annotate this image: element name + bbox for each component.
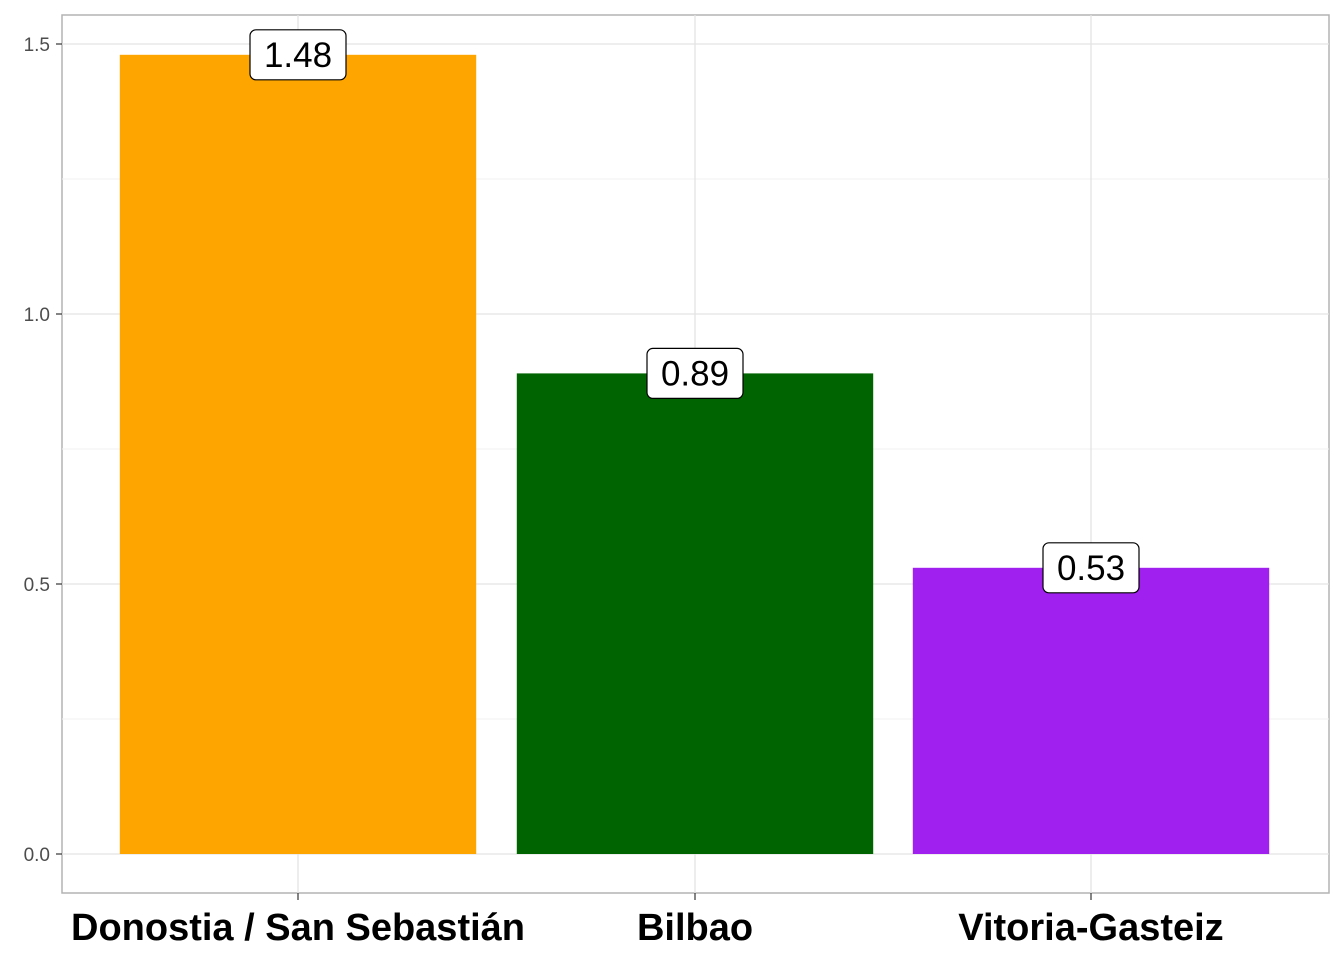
data-labels: 1.48 0.89 0.53 — [249, 29, 1140, 594]
data-label-1: 1.48 — [249, 29, 347, 81]
data-label-3: 0.53 — [1042, 542, 1140, 594]
data-label-box — [646, 347, 744, 399]
data-label-text: 0.89 — [661, 354, 729, 393]
data-label-box — [1042, 542, 1140, 594]
bar-1 — [119, 54, 477, 855]
bar-2 — [516, 373, 874, 854]
axes: 0.0 0.5 1.0 1.5 Donostia / San Sebastián Bilb… — [24, 35, 1224, 949]
x-tick-label: Vitoria-Gasteiz — [958, 907, 1223, 949]
data-label-text: 0.53 — [1057, 549, 1125, 588]
bar-3 — [912, 567, 1270, 854]
x-tick-label: Donostia / San Sebastián — [71, 907, 525, 949]
x-tick-label: Bilbao — [637, 907, 753, 949]
data-label-box — [249, 29, 347, 81]
y-tick-label: 0.0 — [24, 845, 50, 866]
data-label-text: 1.48 — [264, 36, 332, 75]
y-tick-label: 1.0 — [24, 305, 50, 326]
y-tick-label: 0.5 — [24, 575, 50, 596]
data-label-2: 0.89 — [646, 347, 744, 399]
y-tick-label: 1.5 — [24, 35, 50, 56]
bars — [119, 54, 1270, 855]
